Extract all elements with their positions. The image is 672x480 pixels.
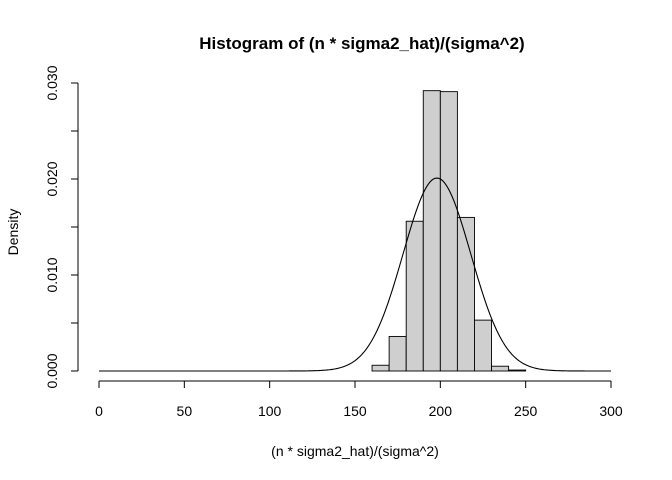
y-tick-label: 0.020	[44, 161, 60, 196]
x-tick-label: 0	[95, 403, 103, 419]
histogram-bar	[371, 364, 390, 372]
histogram-bar	[456, 216, 475, 372]
histogram-bar	[439, 91, 458, 372]
x-axis-label: (n * sigma2_hat)/(sigma^2)	[271, 443, 439, 459]
y-tick-label: 0.000	[44, 353, 60, 388]
y-axis: 0.000 0.010 0.020 0.030	[44, 65, 79, 389]
histogram-bar	[474, 319, 492, 372]
x-tick-label: 200	[429, 403, 453, 419]
x-tick-label: 150	[343, 403, 367, 419]
x-tick-label: 100	[258, 403, 282, 419]
x-tick-label: 50	[177, 403, 193, 419]
x-tick-label: 300	[599, 403, 623, 419]
y-tick-label: 0.030	[44, 65, 60, 100]
histogram-bar	[405, 220, 424, 372]
histogram-bar	[508, 369, 527, 372]
density-curve	[99, 177, 611, 372]
histogram-bar	[491, 365, 510, 372]
density-curve-layer	[99, 177, 611, 372]
chart-title: Histogram of (n * sigma2_hat)/(sigma^2)	[199, 34, 524, 53]
histogram-bar	[388, 335, 407, 372]
y-tick-label: 0.010	[44, 257, 60, 292]
x-tick-label: 250	[514, 403, 538, 419]
histogram-bar	[422, 90, 441, 372]
x-axis: 0 50 100 150 200 250 300	[95, 380, 623, 419]
y-axis-label: Density	[5, 209, 21, 256]
histogram-bars	[371, 90, 527, 372]
